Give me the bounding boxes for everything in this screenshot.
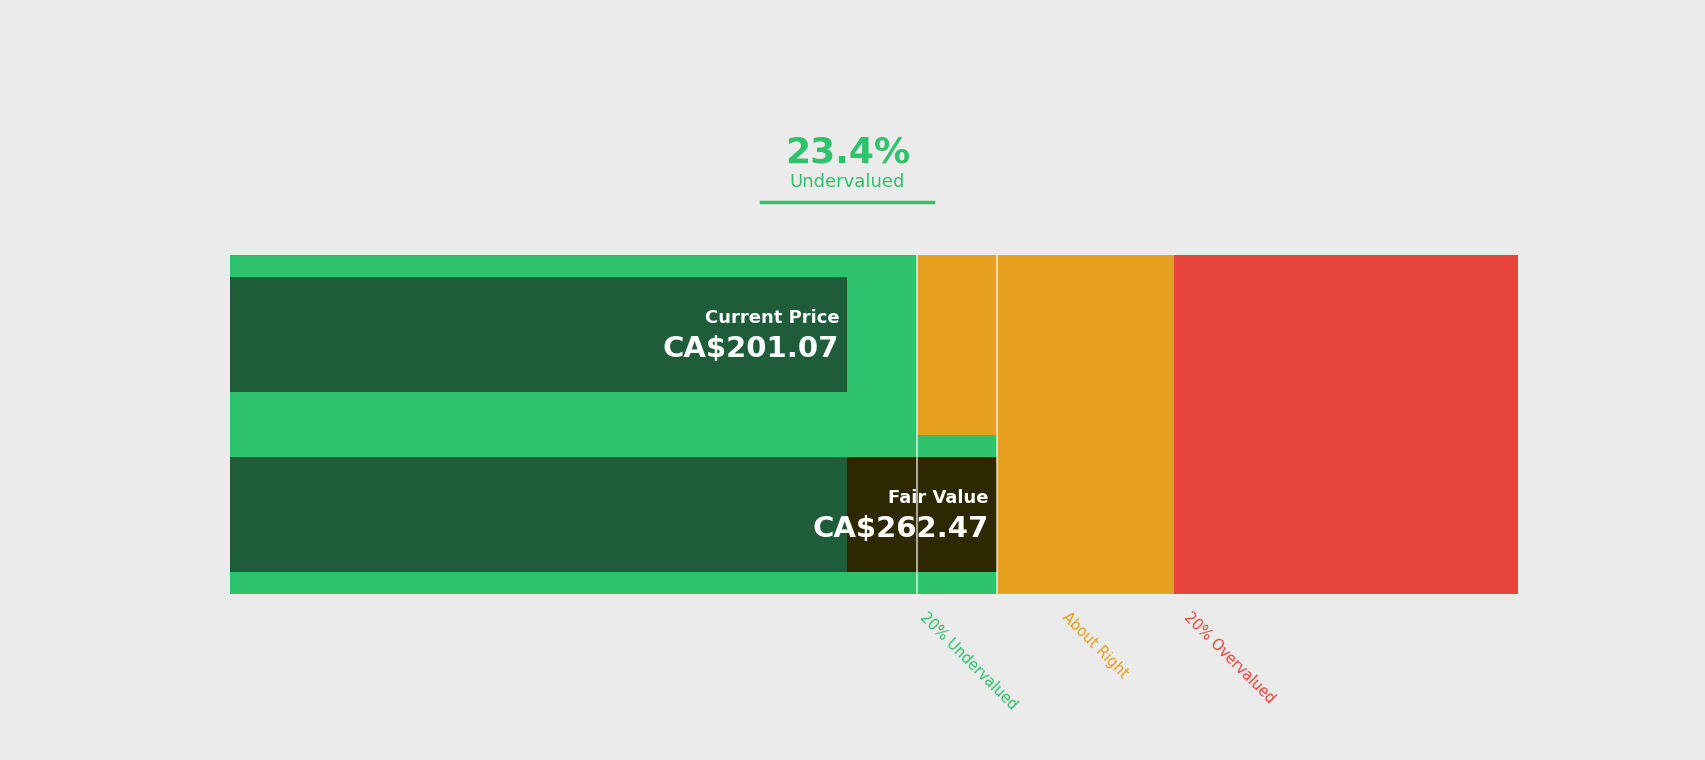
Bar [230,572,996,594]
Bar [847,458,996,572]
Bar [230,392,847,414]
Text: CA$262.47: CA$262.47 [812,515,989,543]
Bar [916,255,1173,594]
Text: CA$201.07: CA$201.07 [663,335,839,363]
Text: 20% Overvalued: 20% Overvalued [1180,609,1277,706]
Text: 20% Undervalued: 20% Undervalued [916,609,1020,712]
Bar [230,435,996,458]
Bar [230,277,847,392]
Text: About Right: About Right [1059,609,1130,681]
Bar [1173,255,1517,594]
Bar [230,255,847,277]
Text: Fair Value: Fair Value [888,489,989,508]
Bar [230,255,916,594]
Text: Current Price: Current Price [704,309,839,328]
Text: 23.4%: 23.4% [784,135,909,169]
Bar [230,458,847,572]
Text: Undervalued: Undervalued [789,173,904,191]
